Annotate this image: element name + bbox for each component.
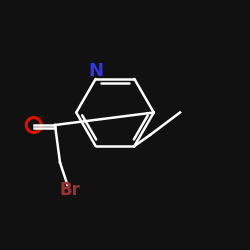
Text: N: N	[88, 62, 103, 80]
Text: Br: Br	[60, 181, 80, 199]
